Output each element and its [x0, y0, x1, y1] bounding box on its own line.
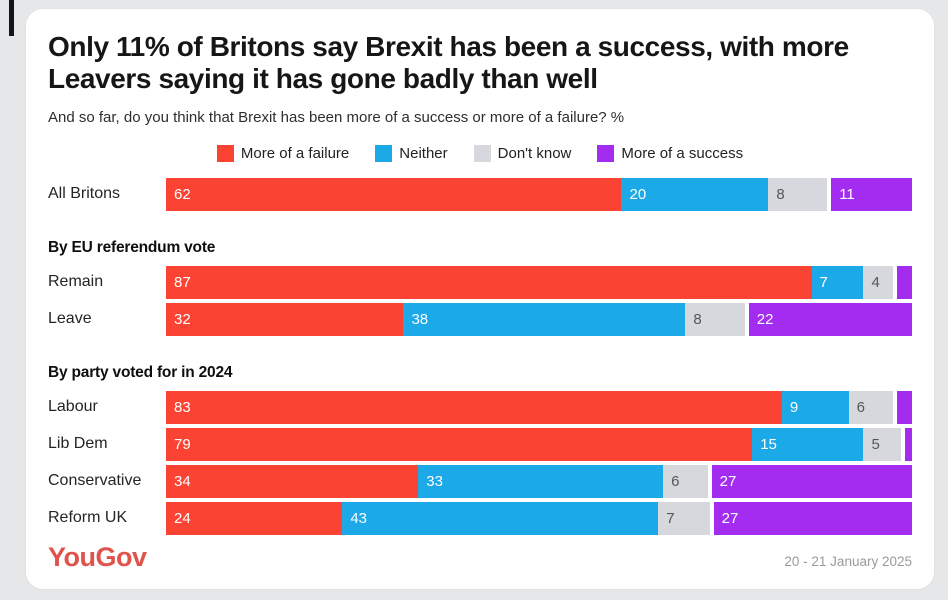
bar-track: 62 20 8 11 [166, 177, 912, 211]
bar-segment: 20 [621, 177, 769, 211]
bar-segment-value: 7 [819, 273, 828, 291]
legend-label: Neither [399, 145, 448, 163]
bar-row-label: All Britons [48, 185, 121, 203]
bar-segment-value: 4 [871, 273, 880, 291]
bar-segment-value: 62 [174, 185, 191, 203]
section-heading: By EU referendum vote [48, 238, 216, 256]
bar-segment-value: 32 [174, 310, 191, 328]
bar-row: All Britons 62 20 8 11 [48, 177, 912, 211]
bar-segment: 8 [685, 302, 745, 336]
legend-item: More of a failure [216, 145, 350, 163]
bar-segment: 43 [342, 501, 659, 535]
bar-segment-value: 22 [756, 310, 774, 328]
bar-segment: 4 [863, 265, 894, 299]
legend-swatch-icon [375, 145, 393, 163]
bar-segment-value: 20 [629, 185, 647, 203]
bar-segment-value: 79 [174, 435, 191, 453]
bar-segment: 8 [768, 177, 828, 211]
bar-segment-value: 83 [174, 398, 191, 416]
bar-segment-value: 6 [671, 472, 680, 490]
legend-label: More of a failure [240, 145, 350, 163]
legend-item: Don't know [473, 145, 572, 163]
bar-segment: 7 [811, 265, 864, 299]
legend-swatch-icon [473, 145, 491, 163]
bar-segment-value: 34 [174, 472, 191, 490]
legend-swatch-icon [597, 145, 615, 163]
bar-segment-value: 38 [411, 310, 429, 328]
bar-segment [897, 265, 913, 299]
bar-segment-value: 9 [789, 398, 799, 416]
section-heading: By party voted for in 2024 [48, 363, 233, 381]
bar-segment-value: 43 [350, 509, 367, 527]
legend-item: Neither [375, 145, 448, 163]
bar-row: Reform UK 24 43 7 27 [48, 501, 912, 535]
bar-row: Labour 83 9 6 [48, 390, 912, 424]
bar-row-label: Leave [48, 310, 92, 328]
bar-segment: 62 [166, 177, 622, 211]
legend-item: More of a success [597, 145, 744, 163]
bar-row-label: Reform UK [48, 509, 128, 527]
bar-segment: 33 [418, 464, 664, 498]
chart-footer: YouGov 20 - 21 January 2025 [48, 542, 912, 573]
bar-segment: 27 [711, 464, 912, 498]
bar-segment: 87 [166, 265, 812, 299]
chart-title: Only 11% of Britons say Brexit has been … [48, 31, 849, 95]
bar-segment: 27 [713, 501, 912, 535]
bar-segment: 15 [752, 427, 864, 461]
bar-segment-value: 8 [693, 310, 702, 328]
bar-row-label: Labour [48, 398, 98, 416]
yougov-logo: YouGov [48, 542, 147, 572]
bar-segment-value: 5 [871, 435, 880, 453]
bar-segment: 79 [166, 427, 753, 461]
bar-row-label: Conservative [48, 472, 142, 490]
bar-segment-value: 11 [839, 185, 855, 203]
bar-track: 34 33 6 27 [166, 464, 912, 498]
bar-segment [897, 390, 912, 424]
bar-track: 83 9 6 [166, 390, 912, 424]
bar-segment: 34 [166, 464, 419, 498]
bar-track: 24 43 7 27 [166, 501, 912, 535]
bar-segment-value: 6 [856, 398, 865, 416]
bar-chart-body: All Britons 62 20 8 11 By EU referendum vote R… [48, 177, 913, 535]
bar-segment-value: 33 [426, 472, 443, 490]
bar-segment [904, 427, 912, 461]
screenshot-edge-artifact [9, 0, 14, 36]
bar-segment: 32 [166, 302, 404, 336]
bar-row: Remain 87 7 4 [48, 265, 913, 299]
bar-segment-value: 87 [174, 273, 191, 291]
chart-card: Only 11% of Britons say Brexit has been … [25, 8, 935, 590]
bar-segment-value: 24 [174, 509, 191, 527]
legend: More of a failure Neither Don't know More o… [48, 144, 912, 164]
bar-row: Lib Dem 79 15 5 [48, 427, 912, 461]
bar-segment: 11 [831, 177, 912, 211]
legend-swatch-icon [216, 145, 234, 163]
fieldwork-dates: 20 - 21 January 2025 [784, 554, 912, 569]
bar-segment: 6 [848, 390, 894, 424]
bar-row: Leave 32 38 8 22 [48, 302, 912, 336]
bar-segment-value: 27 [721, 509, 739, 527]
bar-segment: 7 [658, 501, 710, 535]
bar-segment-value: 8 [776, 185, 785, 203]
bar-segment: 5 [863, 427, 901, 461]
bar-segment: 6 [663, 464, 708, 498]
bar-row-label: Remain [48, 273, 104, 291]
bar-row: Conservative 34 33 6 27 [48, 464, 912, 498]
bar-segment: 9 [781, 390, 849, 424]
legend-label: More of a success [621, 145, 744, 163]
bar-segment: 22 [748, 302, 912, 336]
legend-label: Don't know [497, 145, 572, 163]
bar-segment: 83 [166, 390, 782, 424]
bar-row-label: Lib Dem [48, 435, 108, 453]
bar-track: 32 38 8 22 [166, 302, 912, 336]
bar-track: 79 15 5 [166, 427, 912, 461]
bar-track: 87 7 4 [166, 265, 913, 299]
bar-segment-value: 15 [760, 435, 777, 453]
bar-segment: 24 [166, 501, 343, 535]
bar-segment-value: 27 [719, 472, 737, 490]
chart-subtitle: And so far, do you think that Brexit has… [48, 108, 625, 126]
bar-segment-value: 7 [666, 509, 675, 527]
bar-segment: 38 [403, 302, 686, 336]
